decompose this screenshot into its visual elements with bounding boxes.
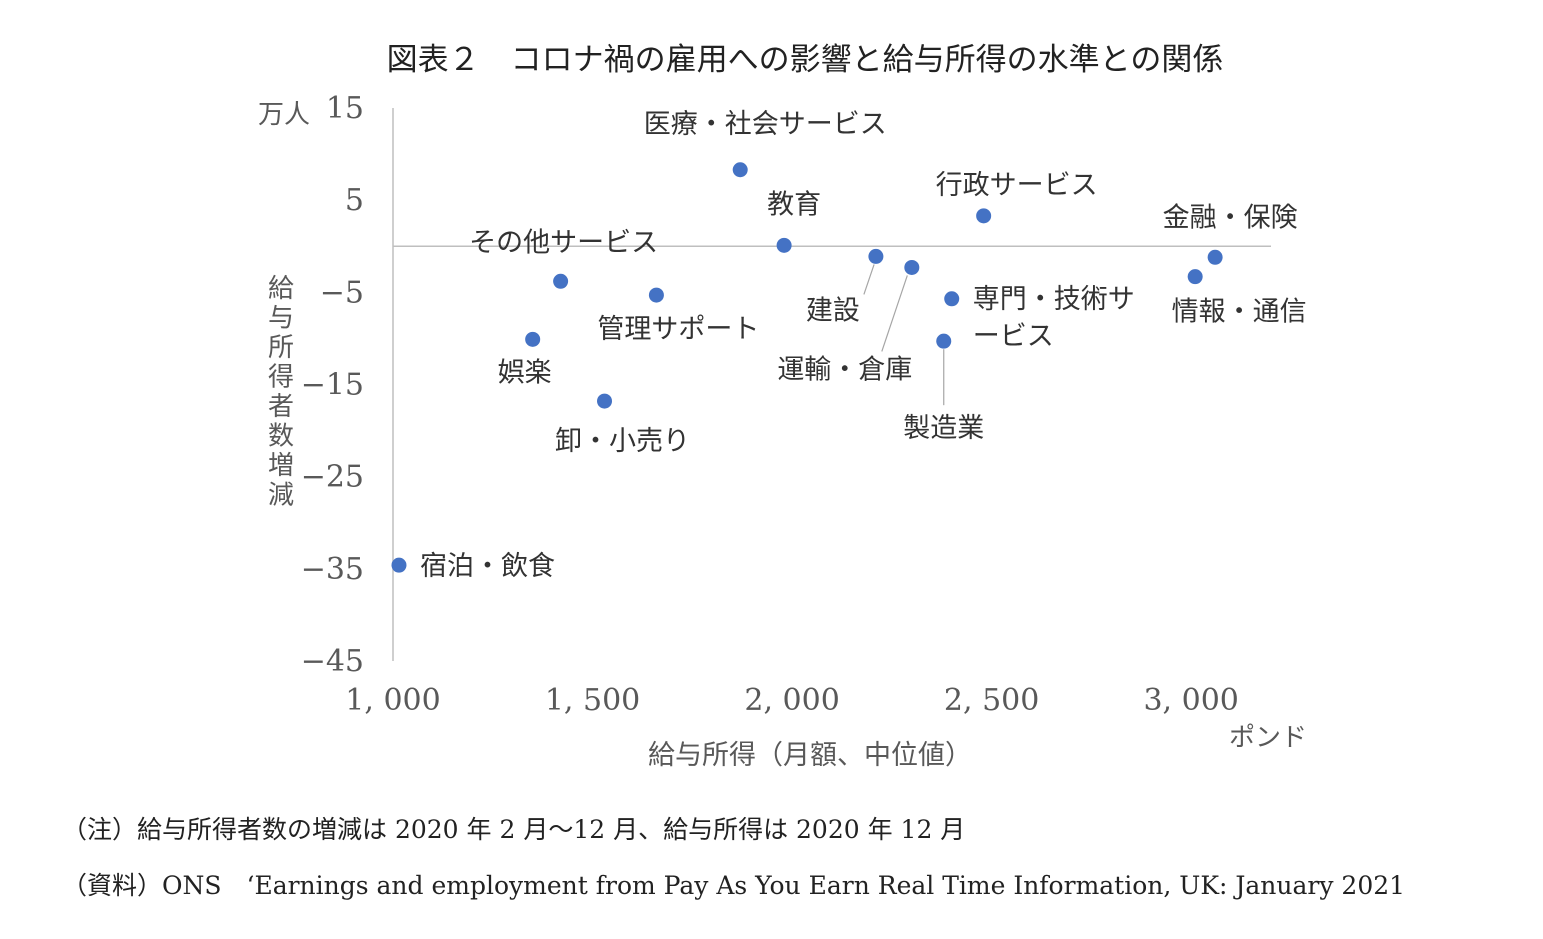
y-tick-labels: 15 5 −5 −15 −25 −35 −45 <box>301 91 364 679</box>
point-label: 行政サービス <box>936 170 1098 201</box>
point-label: 卸・小売り <box>555 426 690 457</box>
point-label: 宿泊・飲食 <box>420 551 555 582</box>
x-unit-label: ポンド <box>1229 723 1307 753</box>
x-tick-label: 3, 000 <box>1143 683 1238 718</box>
data-point <box>391 557 407 573</box>
data-points <box>391 162 1223 573</box>
x-axis-label: 給与所得（月額、中位値） <box>648 740 972 771</box>
y-axis-label-char: 所 <box>268 333 294 363</box>
x-tick-label: 2, 000 <box>744 683 839 718</box>
y-tick-label: 5 <box>345 183 364 218</box>
point-label: 教育 <box>767 189 821 220</box>
point-label: 建設 <box>806 295 860 326</box>
y-axis-label-char: 減 <box>268 481 294 511</box>
chart-title: 図表２ コロナ禍の雇用への影響と給与所得の水準との関係 <box>387 42 1224 78</box>
y-tick-label: −15 <box>301 368 364 403</box>
data-point <box>732 162 748 178</box>
y-axis-label-char: 給 <box>268 274 294 304</box>
y-tick-label: −45 <box>301 644 364 679</box>
leader-lines <box>863 264 945 406</box>
y-tick-label: −35 <box>301 552 364 587</box>
y-tick-label: −5 <box>320 275 364 310</box>
point-label: 管理サポート <box>597 314 759 345</box>
data-point <box>776 237 792 253</box>
point-label: 医療・社会サービス <box>644 109 887 140</box>
data-point <box>944 291 960 307</box>
y-unit-label: 万人 <box>258 100 310 130</box>
data-point <box>648 287 664 303</box>
y-axis-label-char: 増 <box>268 451 294 481</box>
data-point <box>1207 249 1223 265</box>
data-point <box>904 259 920 275</box>
y-axis-label-char: 与 <box>268 304 294 334</box>
scatter-chart: 図表２ コロナ禍の雇用への影響と給与所得の水準との関係 万人 給与所得者数増減 … <box>258 42 1307 771</box>
data-point <box>597 393 613 409</box>
point-label: 専門・技術サービス <box>973 284 1135 352</box>
x-tick-labels: 1, 000 1, 500 2, 000 2, 500 3, 000 <box>345 683 1239 718</box>
point-label: 製造業 <box>903 413 984 444</box>
y-tick-label: −25 <box>301 460 364 495</box>
y-tick-label: 15 <box>326 91 364 126</box>
footnote: （注）給与所得者数の増減は 2020 年 2 月～12 月、給与所得は 2020… <box>62 815 966 844</box>
data-point <box>868 248 884 264</box>
point-label: 情報・通信 <box>1172 297 1307 328</box>
y-axis-label-char: 者 <box>268 392 294 422</box>
y-axis-label-char: 数 <box>268 422 294 452</box>
data-point <box>553 273 569 289</box>
y-axis-label-char: 得 <box>268 363 294 393</box>
point-label: 運輸・倉庫 <box>777 354 912 385</box>
x-tick-label: 2, 500 <box>944 683 1039 718</box>
x-tick-label: 1, 000 <box>345 683 440 718</box>
point-label: 娯楽 <box>498 357 552 388</box>
data-point <box>936 333 952 349</box>
data-point <box>976 208 992 224</box>
leader-line <box>863 264 875 295</box>
data-point <box>525 331 541 347</box>
point-label: 金融・保険 <box>1163 202 1298 233</box>
x-tick-label: 1, 500 <box>545 683 640 718</box>
source-note: （資料）ONS ‘Earnings and employment from Pa… <box>62 871 1406 900</box>
leader-line <box>881 275 908 352</box>
point-label: その他サービス <box>469 227 658 258</box>
data-point <box>1187 269 1203 285</box>
